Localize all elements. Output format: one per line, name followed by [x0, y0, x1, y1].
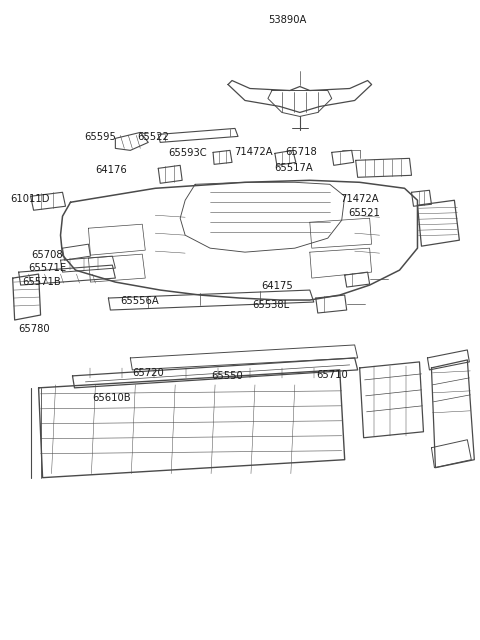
Text: 61011D: 61011D	[11, 195, 50, 204]
Text: 65522: 65522	[137, 132, 169, 143]
Text: 65710: 65710	[316, 370, 348, 380]
Text: 65708: 65708	[32, 250, 63, 260]
Text: 65720: 65720	[132, 368, 164, 378]
Text: 53890A: 53890A	[268, 15, 306, 25]
Text: 65610B: 65610B	[93, 393, 131, 403]
Text: 65521: 65521	[348, 208, 381, 218]
Text: 65780: 65780	[19, 324, 50, 334]
Text: 65517A: 65517A	[274, 163, 312, 173]
Text: 65556A: 65556A	[120, 296, 159, 306]
Text: 64175: 64175	[261, 281, 293, 291]
Text: 65593C: 65593C	[168, 148, 207, 158]
Text: 71472A: 71472A	[340, 195, 378, 204]
Text: 65550: 65550	[211, 371, 243, 381]
Text: 65571B: 65571B	[23, 277, 61, 287]
Text: 65538L: 65538L	[252, 300, 289, 310]
Text: 65571E: 65571E	[29, 263, 67, 273]
Text: 71472A: 71472A	[234, 147, 273, 157]
Text: 65718: 65718	[285, 147, 317, 157]
Text: 65595: 65595	[84, 132, 116, 143]
Text: 64176: 64176	[96, 165, 127, 175]
